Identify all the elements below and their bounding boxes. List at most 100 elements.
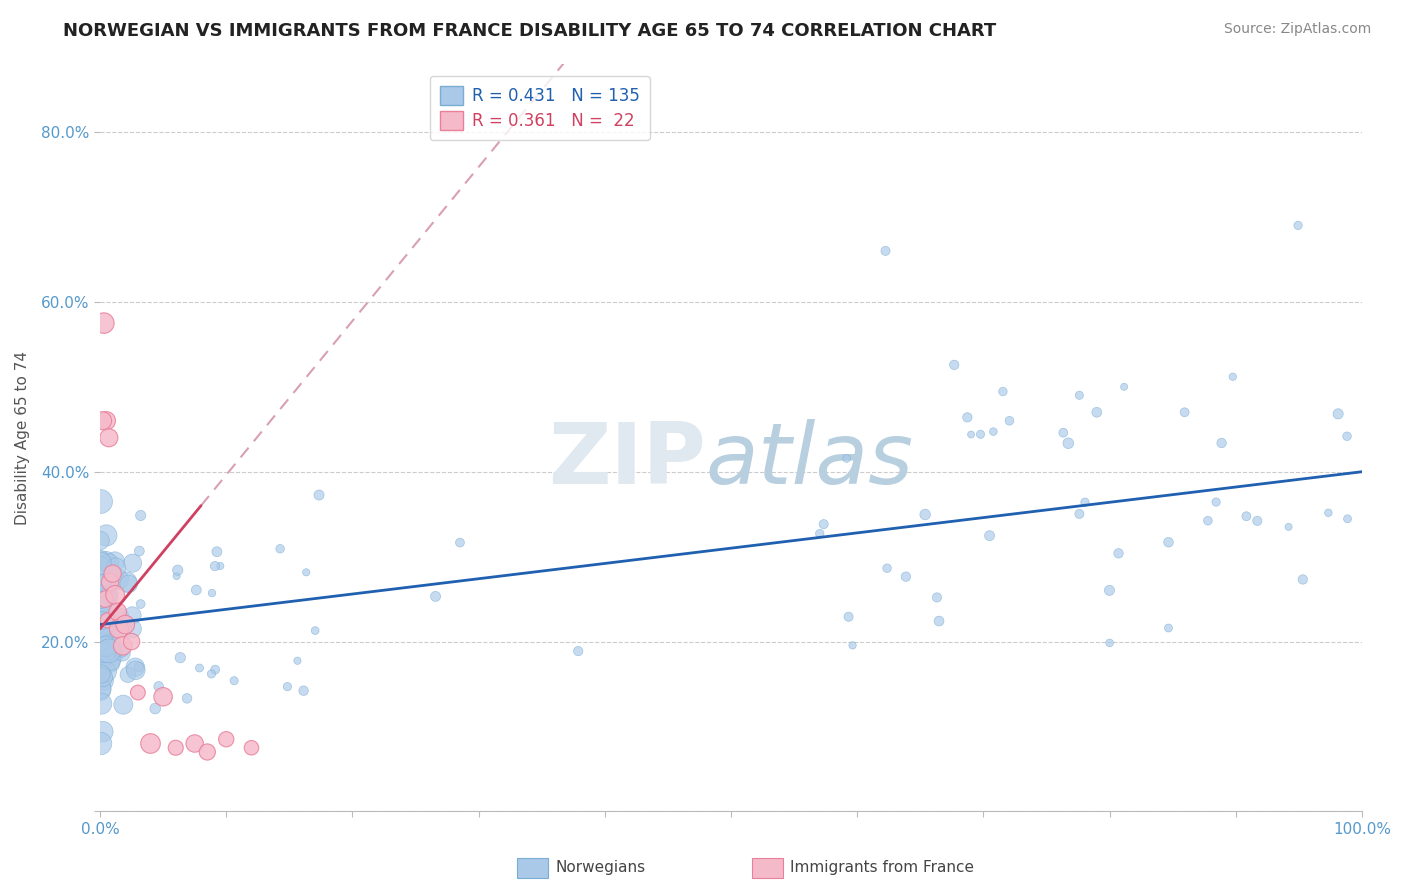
Point	[914, 508, 936, 522]
Point	[89, 556, 111, 570]
Point	[96, 599, 118, 613]
Point	[93, 608, 115, 623]
Point	[128, 660, 150, 674]
Point	[960, 427, 983, 442]
Point	[449, 535, 471, 549]
Point	[224, 673, 246, 688]
Point	[1174, 405, 1197, 419]
Point	[209, 559, 232, 574]
Point	[98, 556, 121, 570]
Point	[125, 663, 148, 677]
Point	[1085, 405, 1108, 419]
Point	[89, 681, 111, 696]
Point	[165, 740, 187, 755]
Point	[943, 358, 966, 372]
Point	[90, 667, 112, 681]
Point	[186, 582, 208, 597]
Point	[139, 737, 162, 751]
Point	[121, 622, 143, 636]
Point	[129, 597, 152, 611]
Point	[201, 586, 224, 600]
Point	[108, 622, 131, 636]
Point	[1052, 425, 1074, 440]
Point	[104, 588, 127, 602]
Point	[1286, 219, 1309, 233]
Point	[89, 682, 111, 697]
Point	[1205, 495, 1227, 509]
Point	[1292, 573, 1315, 587]
Point	[1197, 514, 1219, 528]
Point	[292, 683, 315, 698]
Point	[93, 316, 115, 330]
Point	[925, 591, 948, 605]
Point	[998, 414, 1021, 428]
Y-axis label: Disability Age 65 to 74: Disability Age 65 to 74	[15, 351, 30, 524]
Point	[118, 577, 141, 591]
Point	[96, 414, 118, 428]
Point	[127, 685, 149, 699]
Point	[1211, 436, 1233, 450]
Point	[183, 737, 205, 751]
Point	[96, 665, 118, 679]
Point	[121, 634, 143, 648]
Point	[195, 745, 218, 759]
Point	[176, 691, 198, 706]
Point	[835, 451, 858, 466]
Point	[93, 624, 115, 639]
Point	[128, 544, 150, 558]
Point	[808, 526, 831, 541]
Point	[89, 592, 111, 607]
Point	[91, 614, 114, 628]
Text: Norwegians: Norwegians	[555, 861, 645, 875]
Point	[91, 414, 114, 428]
Point	[98, 575, 121, 590]
Point	[110, 610, 132, 624]
Point	[97, 644, 120, 658]
Point	[169, 650, 191, 665]
Point	[205, 545, 228, 559]
Point	[107, 616, 129, 631]
Point	[979, 529, 1001, 543]
Point	[308, 488, 330, 502]
Point	[112, 698, 135, 712]
Point	[90, 697, 112, 711]
Point	[94, 555, 117, 569]
Point	[969, 427, 991, 442]
Point	[111, 647, 134, 661]
Point	[166, 569, 188, 583]
Point	[97, 431, 120, 445]
Point	[114, 618, 136, 632]
Point	[111, 639, 134, 653]
Point	[841, 639, 863, 653]
Point	[93, 596, 115, 610]
Point	[107, 605, 129, 619]
Point	[200, 667, 222, 681]
Point	[96, 640, 118, 654]
Point	[103, 623, 125, 637]
Point	[121, 556, 143, 570]
Point	[143, 701, 166, 715]
Point	[90, 611, 112, 625]
Point	[94, 592, 117, 607]
Point	[1069, 388, 1091, 402]
Point	[90, 590, 112, 604]
Point	[1157, 621, 1180, 635]
Text: ZIP: ZIP	[548, 418, 706, 501]
Point	[928, 614, 950, 628]
Point	[96, 528, 118, 542]
Point	[124, 660, 146, 674]
Point	[111, 643, 134, 657]
Point	[148, 679, 170, 693]
Point	[1057, 436, 1080, 450]
Point	[89, 635, 111, 649]
Point	[90, 655, 112, 669]
Point	[875, 244, 897, 258]
Point	[1277, 520, 1299, 534]
Point	[89, 659, 111, 673]
Point	[956, 410, 979, 425]
Legend: R = 0.431   N = 135, R = 0.361   N =  22: R = 0.431 N = 135, R = 0.361 N = 22	[430, 76, 650, 140]
Point	[204, 663, 226, 677]
Point	[98, 656, 121, 670]
Point	[1234, 509, 1257, 524]
Text: Source: ZipAtlas.com: Source: ZipAtlas.com	[1223, 22, 1371, 37]
